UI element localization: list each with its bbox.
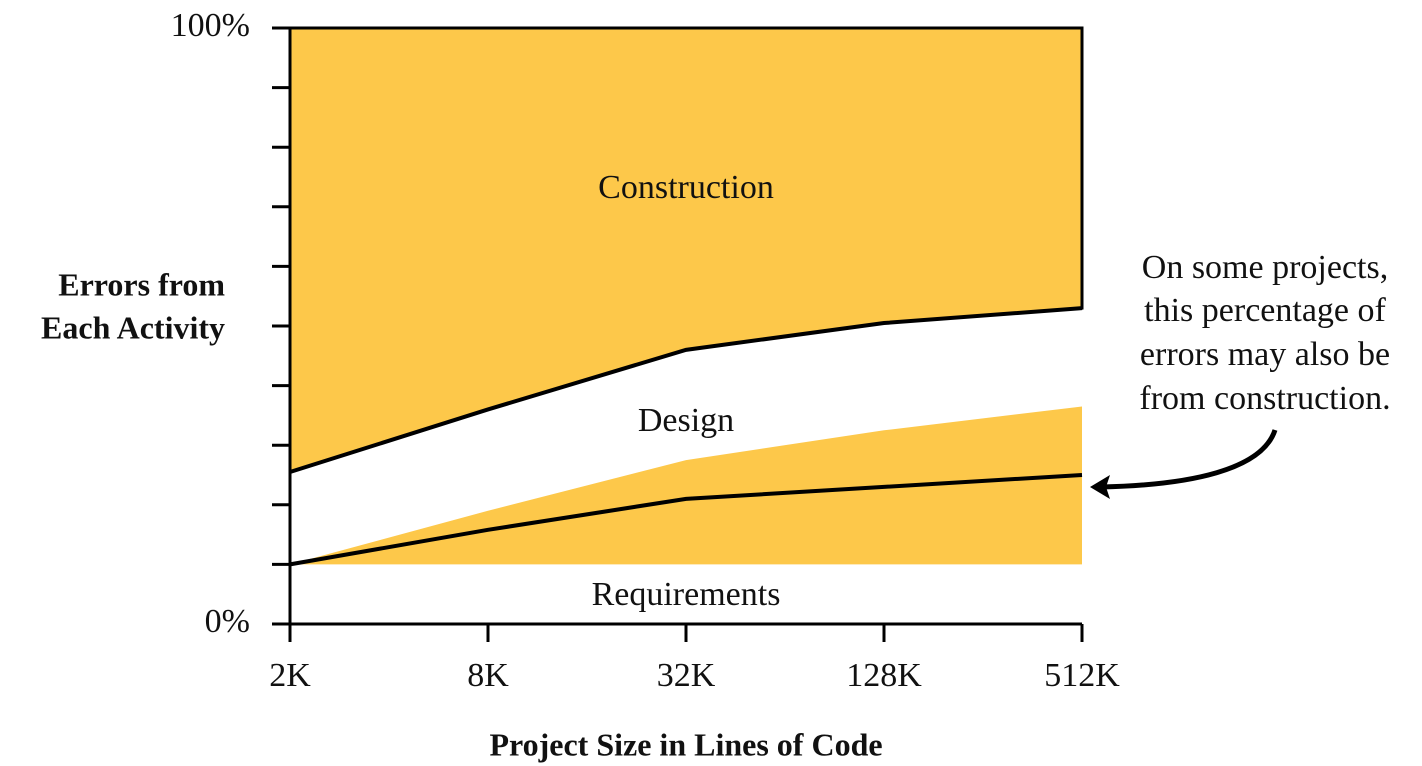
y-tick-label: 100% — [171, 7, 250, 44]
boundary-line — [289, 306, 1083, 474]
annotation-arrow — [1101, 429, 1278, 490]
boundary-line — [289, 473, 1083, 567]
y-axis-label: Each Activity — [41, 309, 225, 345]
x-axis-label: Project Size in Lines of Code — [489, 726, 882, 762]
x-tick-label: 512K — [1044, 657, 1120, 694]
x-tick-label: 2K — [269, 657, 311, 694]
series-label: Design — [638, 402, 734, 439]
shaded-region — [290, 406, 1082, 565]
annotation: errors may also be — [1140, 336, 1390, 373]
annotation: this percentage of — [1144, 292, 1386, 329]
x-tick-label: 32K — [657, 657, 716, 694]
lines — [289, 306, 1083, 567]
axes — [272, 26, 1084, 642]
series-label: Requirements — [592, 576, 781, 613]
annotation: from construction. — [1139, 380, 1390, 417]
area — [290, 308, 1082, 565]
overlay — [290, 406, 1082, 565]
annotation: On some projects, — [1142, 249, 1388, 286]
y-axis-label: Errors from — [58, 266, 225, 302]
x-tick-label: 8K — [467, 657, 509, 694]
x-tick-label: 128K — [846, 657, 922, 694]
y-tick-label: 0% — [205, 603, 250, 640]
series-label: Construction — [598, 169, 774, 206]
arrow-head — [1090, 475, 1110, 499]
